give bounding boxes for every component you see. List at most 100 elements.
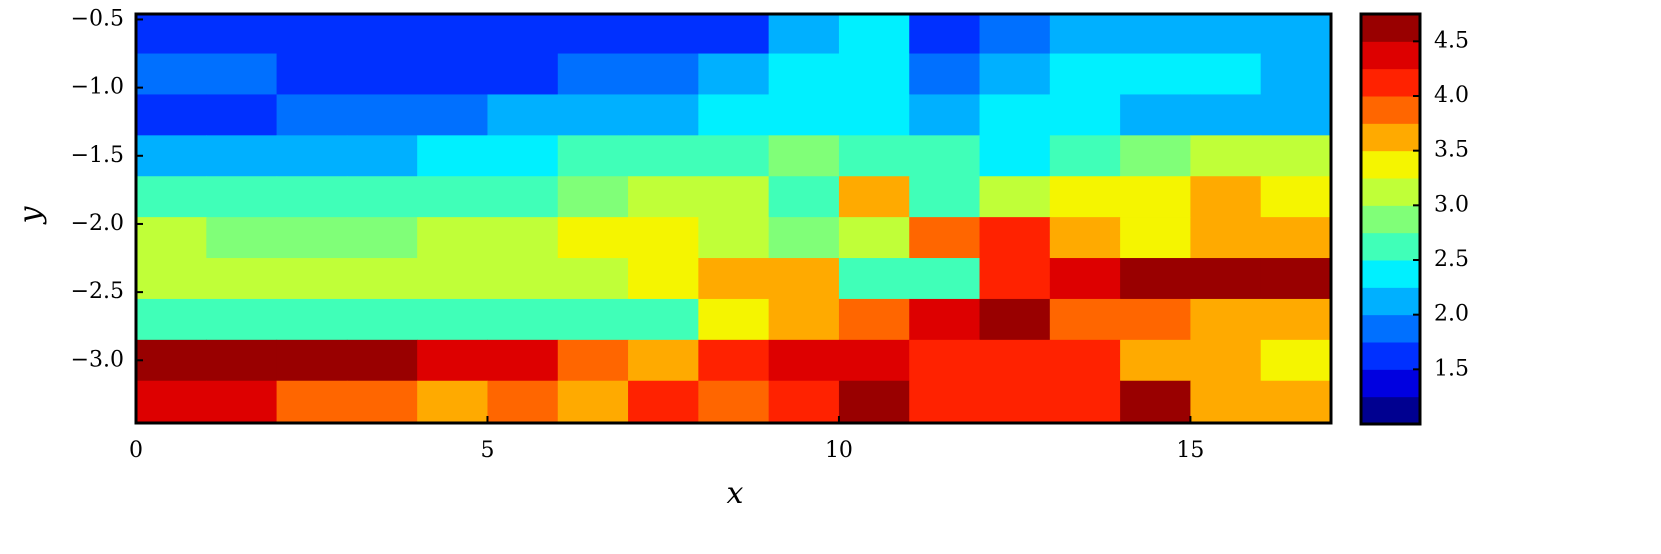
field-cell	[1260, 217, 1331, 259]
field-cell	[909, 14, 981, 55]
x-axis-title: x	[727, 476, 744, 511]
field-cell	[698, 298, 770, 341]
field-cell	[698, 217, 770, 259]
field-cell	[909, 176, 981, 218]
field-cell	[206, 53, 278, 95]
field-cell	[136, 176, 207, 218]
field-cell	[979, 53, 1051, 95]
plot-frame	[134, 12, 1333, 425]
field-cell	[628, 14, 699, 55]
colorbar-band	[1361, 287, 1420, 316]
field-cell	[487, 339, 559, 382]
field-cell	[838, 339, 910, 382]
field-cell	[276, 339, 348, 382]
field-cell	[487, 258, 559, 300]
field-cell	[979, 258, 1051, 300]
field-cell	[838, 53, 910, 95]
field-cell	[417, 217, 488, 259]
field-cell	[276, 217, 348, 259]
field-cell	[628, 339, 699, 382]
x-tick-label: 10	[825, 438, 853, 463]
field-cell	[417, 94, 488, 136]
field-cell	[1190, 53, 1262, 95]
field-cell	[838, 298, 910, 341]
field-cell	[1049, 135, 1121, 177]
field-cell	[557, 94, 629, 136]
field-cell	[979, 298, 1051, 341]
field-cell	[487, 298, 559, 341]
field-cell	[1260, 258, 1331, 300]
colorbar-tick-label: 2.0	[1434, 302, 1469, 327]
field-cell	[346, 380, 418, 423]
field-cell	[1190, 94, 1262, 136]
field-cell	[557, 176, 629, 218]
field-cell	[838, 176, 910, 218]
field-cell	[417, 53, 488, 95]
field-cell	[1120, 14, 1191, 55]
field-cell	[557, 217, 629, 259]
field-cell	[768, 94, 840, 136]
field-cell	[557, 14, 629, 55]
field-cell	[1260, 14, 1331, 55]
field-cell	[346, 339, 418, 382]
field-cell	[1260, 135, 1331, 177]
field-cell	[1049, 176, 1121, 218]
field-cell	[628, 94, 699, 136]
field-cell	[909, 258, 981, 300]
field-cell	[838, 217, 910, 259]
field-cell	[417, 339, 488, 382]
field-cell	[487, 176, 559, 218]
field-cell	[1120, 94, 1191, 136]
field-cell	[417, 298, 488, 341]
field-cell	[487, 53, 559, 95]
field	[136, 14, 1331, 423]
field-cell	[1190, 258, 1262, 300]
colorbar-tick-label: 4.0	[1434, 83, 1469, 108]
field-cell	[768, 14, 840, 55]
field-cell	[1049, 94, 1121, 136]
field-cell	[698, 135, 770, 177]
field-cell	[838, 380, 910, 423]
field-cell	[487, 380, 559, 423]
colorbar-band	[1361, 396, 1420, 425]
field-cell	[1120, 339, 1191, 382]
field-cell	[206, 94, 278, 136]
field-cell	[276, 14, 348, 55]
field-cell	[1190, 217, 1262, 259]
field-cell	[276, 380, 348, 423]
field-cell	[557, 135, 629, 177]
field-cell	[768, 53, 840, 95]
field-cell	[1190, 135, 1262, 177]
field-cell	[276, 53, 348, 95]
field-cell	[768, 298, 840, 341]
field-cell	[628, 135, 699, 177]
field-cell	[346, 94, 418, 136]
field-cell	[557, 53, 629, 95]
field-cell	[1049, 298, 1121, 341]
field-cell	[979, 135, 1051, 177]
field-cell	[276, 258, 348, 300]
field-cell	[628, 380, 699, 423]
field-cell	[136, 135, 207, 177]
colorbar-band	[1361, 150, 1420, 179]
field-cell	[487, 135, 559, 177]
field-cell	[979, 339, 1051, 382]
field-cell	[417, 14, 488, 55]
colorbar-band	[1361, 41, 1420, 70]
field-cell	[1049, 258, 1121, 300]
field-cell	[698, 94, 770, 136]
field-cell	[628, 298, 699, 341]
field-cell	[1260, 339, 1331, 382]
field-cell	[1120, 53, 1191, 95]
field-cell	[1260, 94, 1331, 136]
field-cell	[1260, 53, 1331, 95]
field-cell	[909, 94, 981, 136]
field-cell	[346, 176, 418, 218]
field-cell	[1049, 53, 1121, 95]
x-tick-label: 5	[480, 438, 494, 463]
field-cell	[768, 176, 840, 218]
field-cell	[136, 380, 207, 423]
x-tick-label: 0	[129, 438, 143, 463]
field-cell	[206, 176, 278, 218]
